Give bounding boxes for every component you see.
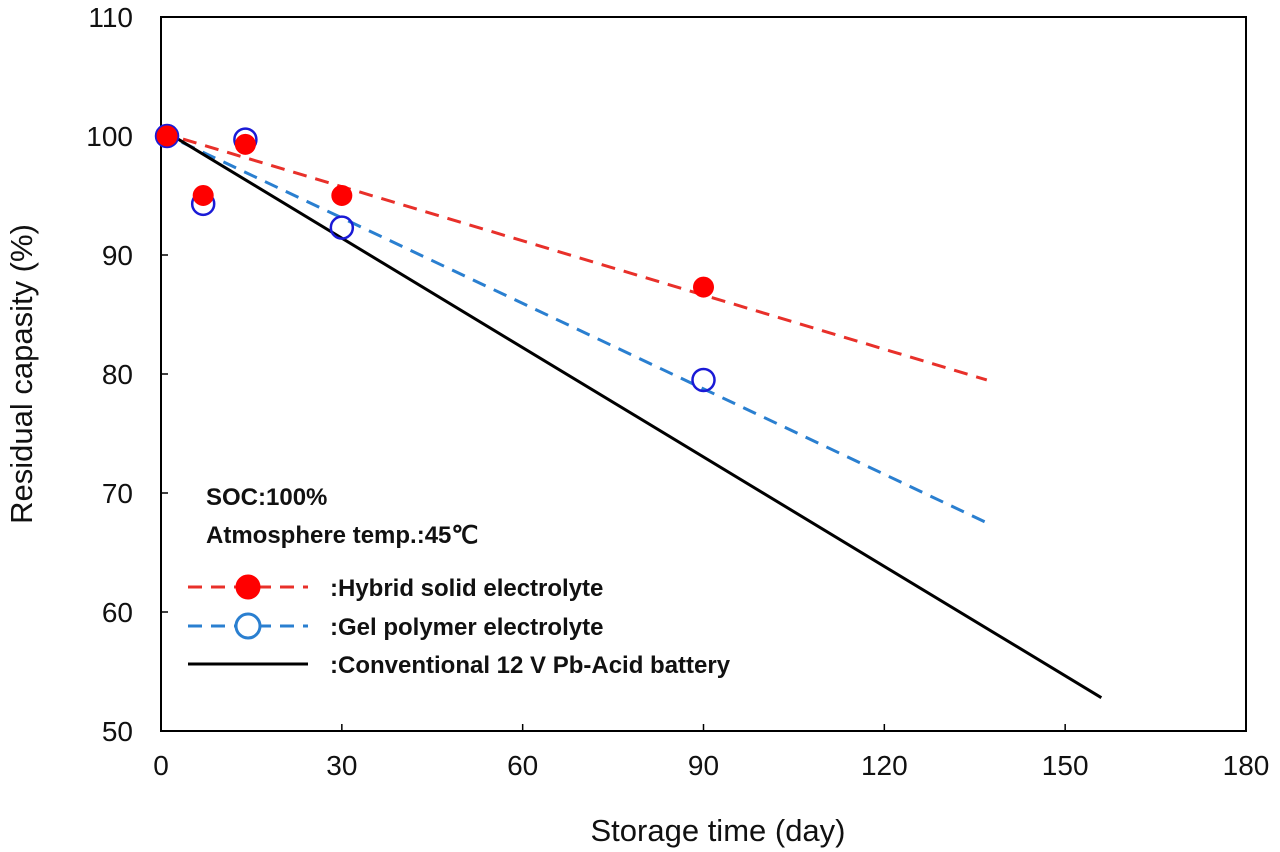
y-tick-label: 90 [102, 240, 133, 271]
trend-line-series-2 [160, 131, 988, 525]
data-point-series-2 [691, 367, 716, 393]
y-tick-label: 100 [86, 121, 133, 152]
data-point-series-2 [329, 215, 355, 240]
y-tick-label: 60 [102, 597, 133, 628]
x-tick-label: 30 [326, 750, 357, 781]
data-point-series-2 [154, 123, 180, 149]
legend-label-series-2: :Gel polymer electrolyte [330, 614, 603, 641]
y-tick-label: 110 [88, 2, 133, 33]
legend-label-series-3: :Conventional 12 V Pb-Acid battery [330, 652, 731, 679]
x-tick-label: 90 [688, 750, 719, 781]
legend-marker-series-1 [235, 574, 261, 600]
y-tick-label: 80 [102, 359, 133, 390]
y-axis-title: Residual capasity (%) [4, 224, 39, 524]
legend: :Hybrid solid electrolyte :Gel polymer el… [188, 574, 731, 679]
trend-line-series-1 [160, 130, 988, 382]
annotation-temp: Atmosphere temp.:45℃ [206, 522, 478, 549]
y-tick-label: 70 [102, 478, 133, 509]
trend-lines [160, 130, 1103, 699]
x-tick-label: 60 [507, 750, 538, 781]
data-point-series-1 [192, 185, 214, 206]
x-tick-label: 0 [153, 750, 169, 781]
data-point-series-1 [156, 125, 178, 147]
x-tick-label: 120 [861, 750, 908, 781]
y-tick-label: 50 [102, 716, 133, 747]
ticks: 0 30 60 90 120 150 180 50 60 70 80 90 100 110 [86, 2, 1269, 781]
data-point-series-1 [234, 133, 256, 155]
x-tick-label: 180 [1223, 750, 1270, 781]
data-points [154, 123, 716, 393]
annotation-soc: SOC:100% [206, 484, 327, 511]
trend-line-series-3 [166, 131, 1103, 699]
data-point-series-1 [693, 276, 714, 298]
legend-label-series-1: :Hybrid solid electrolyte [330, 575, 603, 602]
x-tick-label: 150 [1042, 750, 1089, 781]
data-point-series-1 [331, 185, 353, 206]
x-axis-title: Storage time (day) [591, 813, 846, 848]
legend-marker-series-2 [234, 612, 262, 640]
